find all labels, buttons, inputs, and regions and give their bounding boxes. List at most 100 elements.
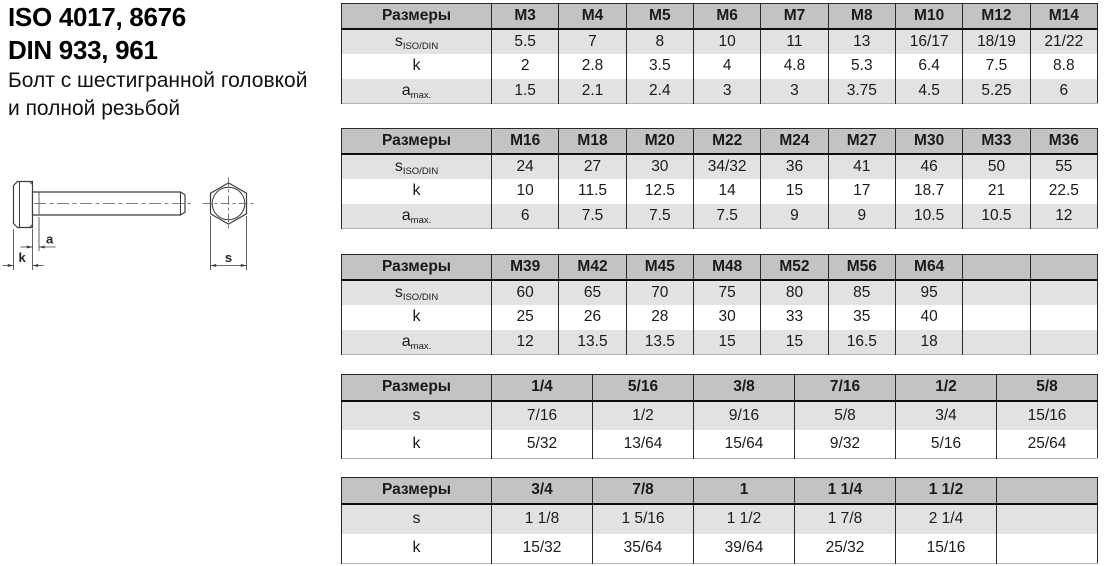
dimension-value-cell: [962, 304, 1031, 330]
row-label-cell: amax.: [341, 203, 492, 229]
dimension-k-label: k: [19, 250, 27, 265]
dimension-value-cell: 12: [490, 329, 559, 355]
row-label: s: [394, 32, 403, 50]
row-label-cell: k: [341, 429, 492, 459]
size-column-header: M42: [558, 254, 627, 281]
dimension-value-cell: 16.5: [827, 329, 896, 355]
size-column-header: M14: [1029, 3, 1098, 30]
dimension-value-cell: 36: [760, 153, 829, 179]
hex-head-end-view: [202, 177, 255, 230]
size-column-header: M45: [625, 254, 694, 281]
size-column-header: M22: [692, 128, 761, 155]
dimension-value-cell: [996, 533, 1098, 564]
dimension-value-cell: 7/16: [491, 400, 593, 430]
dimension-value-cell: 5.25: [962, 78, 1031, 104]
dimension-value-cell: 16/17: [894, 28, 963, 54]
dimension-value-cell: 15: [692, 329, 761, 355]
size-column-header: 5/8: [996, 374, 1098, 402]
size-column-header: M3: [490, 3, 559, 30]
row-label: a: [401, 81, 411, 99]
dimension-value-cell: 5/32: [491, 429, 593, 459]
size-column-header: 1 1/2: [895, 477, 997, 505]
dimension-row: amax. 1.5 2.1 2.4 3 3 3.75 4.5 5.25 6: [341, 78, 1098, 104]
dimension-value-cell: 13.5: [625, 329, 694, 355]
dimension-value-cell: 15/16: [996, 400, 1098, 430]
size-column-header: M39: [490, 254, 559, 281]
dimension-value-cell: 18/19: [962, 28, 1031, 54]
dimension-value-cell: 65: [558, 279, 627, 305]
dimension-value-cell: 6: [1029, 78, 1098, 104]
dimension-value-cell: 9: [760, 203, 829, 229]
size-column-header: M33: [962, 128, 1031, 155]
dimension-value-cell: 12.5: [625, 178, 694, 204]
row-label: k: [412, 182, 421, 199]
row-label-cell: k: [341, 178, 492, 204]
dimension-value-cell: 25: [490, 304, 559, 330]
dimension-value-cell: 1 1/2: [693, 503, 795, 534]
dimension-value-cell: 1 5/16: [592, 503, 694, 534]
dimension-value-cell: 25/64: [996, 429, 1098, 459]
row-label-cell: s: [341, 400, 492, 430]
dimensions-table-inch-1-4-to-5-8: Размеры 1/4 5/16 3/8 7/16 1/2 5/8 s 7/16 1/2 9/16 5…: [341, 374, 1098, 459]
size-column-header: M18: [558, 128, 627, 155]
dimension-value-cell: 9/16: [693, 400, 795, 430]
size-column-header: 3/4: [491, 477, 593, 505]
row-label: k: [412, 434, 421, 452]
dimension-value-cell: 1 7/8: [794, 503, 896, 534]
hex-bolt-technical-drawing: a k s: [2, 177, 255, 270]
size-column-header: M16: [490, 128, 559, 155]
dimension-value-cell: 55: [1029, 153, 1098, 179]
dimension-value-cell: 46: [894, 153, 963, 179]
dimension-row: amax. 6 7.5 7.5 7.5 9 9 10.5 10.5 12: [341, 203, 1098, 229]
row-label: k: [412, 57, 421, 74]
size-column-header: [962, 254, 1031, 281]
row-label-cell: amax.: [341, 329, 492, 355]
dimension-value-cell: 24: [490, 153, 559, 179]
dimension-row: s 1 1/8 1 5/16 1 1/2 1 7/8 2 1/4: [341, 503, 1098, 534]
dimension-value-cell: 30: [692, 304, 761, 330]
dimension-value-cell: 12: [1029, 203, 1098, 229]
size-column-header: 3/8: [693, 374, 795, 402]
row-label-cell: sISO/DIN: [341, 28, 492, 54]
dimension-value-cell: 10: [490, 178, 559, 204]
dimension-value-cell: 7.5: [692, 203, 761, 229]
size-column-header: M4: [558, 3, 627, 30]
dimensions-table-metric-m3-m14: Размеры M3 M4 M5 M6 M7 M8 M10 M12 M14 sISO/DIN 5.5 7…: [341, 3, 1098, 104]
dimension-value-cell: 11: [760, 28, 829, 54]
dimension-value-cell: 2.4: [625, 78, 694, 104]
dimension-value-cell: 28: [625, 304, 694, 330]
dimension-row: sISO/DIN 60 65 70 75 80 85 95: [341, 279, 1098, 305]
dimension-value-cell: 18.7: [894, 178, 963, 204]
row-label-subscript: max.: [410, 89, 432, 101]
row-label-subscript: max.: [410, 214, 432, 226]
dimension-value-cell: 1 1/8: [491, 503, 593, 534]
size-column-header: M7: [760, 3, 829, 30]
dimension-value-cell: 3/4: [895, 400, 997, 430]
dimension-value-cell: 26: [558, 304, 627, 330]
dimension-row: k 10 11.5 12.5 14 15 17 18.7 21 22.5: [341, 178, 1098, 204]
dimension-row: s 7/16 1/2 9/16 5/8 3/4 15/16: [341, 400, 1098, 430]
size-column-header: 1: [693, 477, 795, 505]
size-column-header: 7/8: [592, 477, 694, 505]
dimension-row: k 15/32 35/64 39/64 25/32 15/16: [341, 533, 1098, 564]
size-column-header: M30: [894, 128, 963, 155]
size-column-header: M48: [692, 254, 761, 281]
dimension-value-cell: 35: [827, 304, 896, 330]
row-label-cell: sISO/DIN: [341, 153, 492, 179]
dimension-value-cell: 15/64: [693, 429, 795, 459]
size-column-header: M8: [827, 3, 896, 30]
row-label: s: [394, 283, 403, 301]
dimension-a-label: a: [46, 232, 54, 247]
dimension-row: sISO/DIN 5.5 7 8 10 11 13 16/17 18/19 21/22: [341, 28, 1098, 54]
dimension-value-cell: 40: [894, 304, 963, 330]
dimension-value-cell: [996, 503, 1098, 534]
dimension-value-cell: 7.5: [962, 53, 1031, 79]
dimension-value-cell: 25/32: [794, 533, 896, 564]
dimension-value-cell: 18: [894, 329, 963, 355]
row-label: s: [412, 406, 421, 424]
dimension-row: k 2 2.8 3.5 4 4.8 5.3 6.4 7.5 8.8: [341, 53, 1098, 79]
row-label-subscript: ISO/DIN: [402, 291, 439, 303]
dimension-value-cell: 15/16: [895, 533, 997, 564]
dimension-value-cell: 8.8: [1029, 53, 1098, 79]
